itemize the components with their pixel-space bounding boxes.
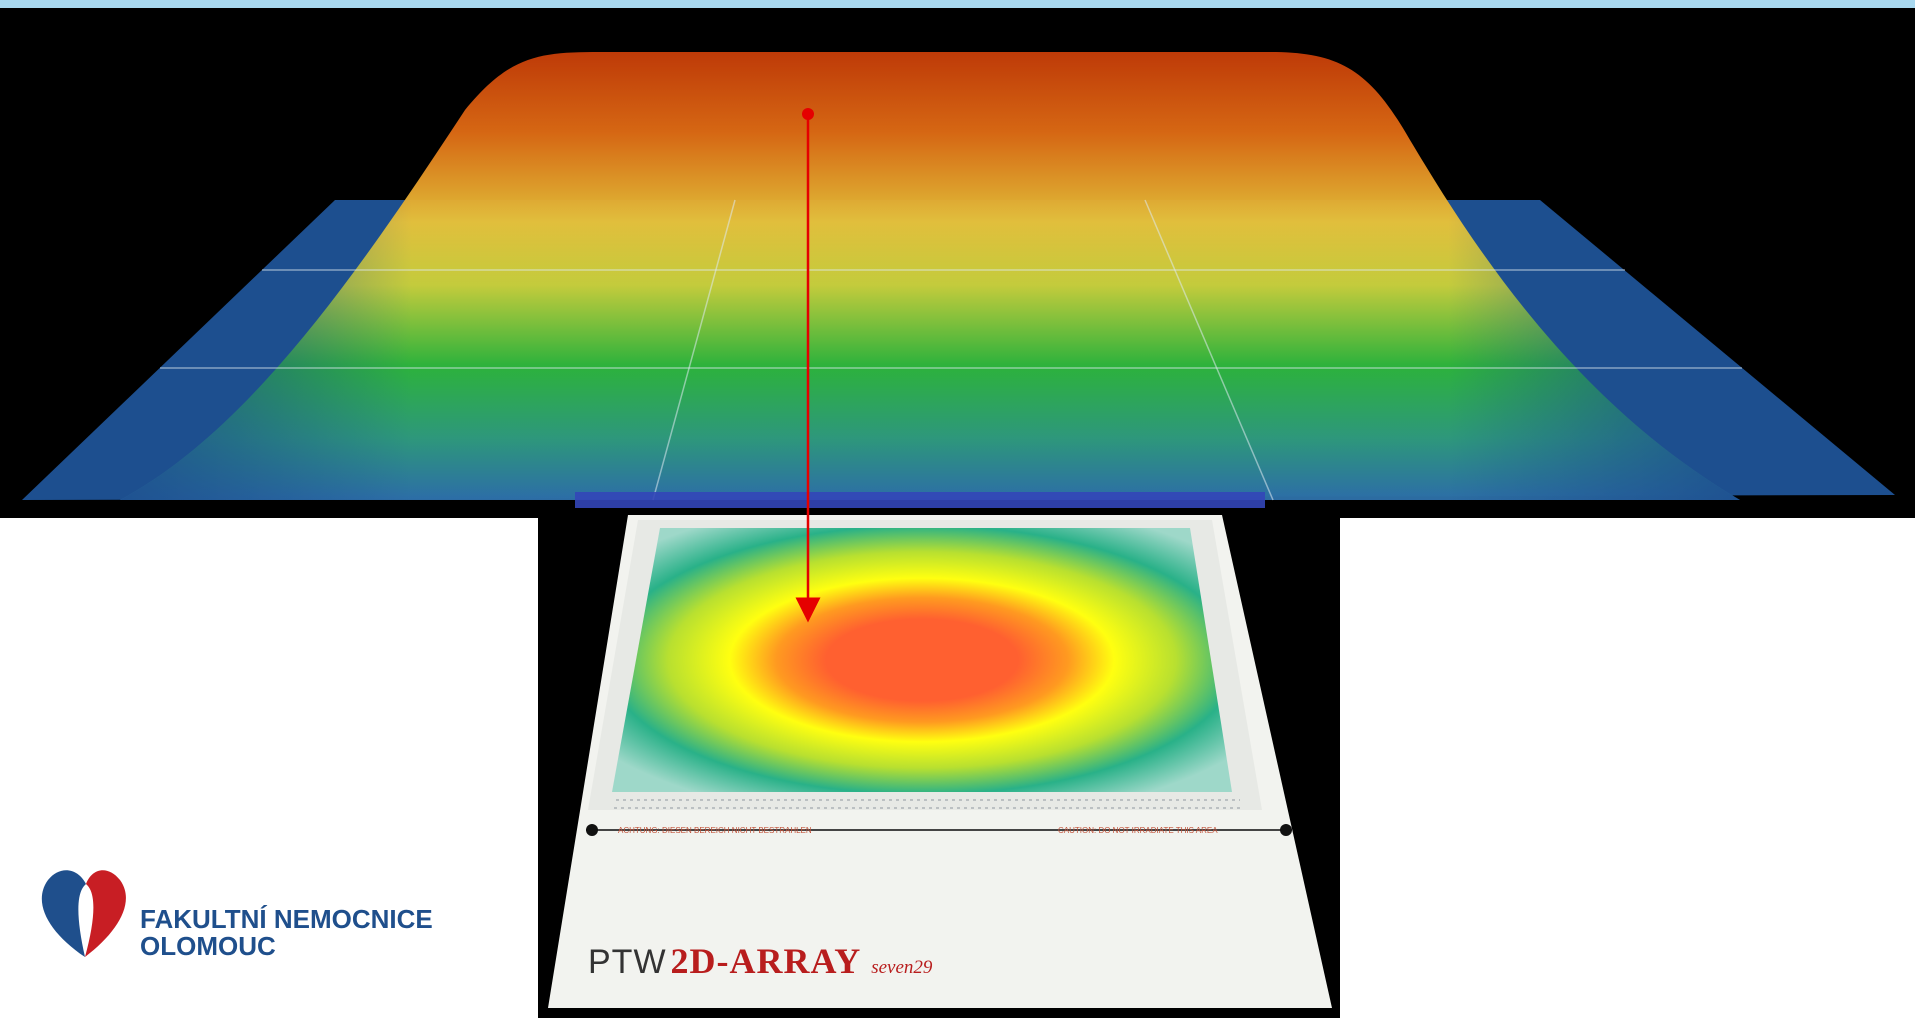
dose-field-map [612,528,1232,792]
plane-grid [160,199,1742,501]
hospital-logo-icon [41,870,126,957]
warning-de: ACHTUNG: DIESEN BEREICH NICHT BESTRAHLEN [618,826,812,835]
phantom-hole-right [1280,824,1292,836]
hospital-name-line2: OLOMOUC [140,931,276,961]
hospital-name-line1: FAKULTNÍ NEMOCNICE [140,904,433,934]
phantom-grid-marks [614,799,1244,809]
dose-surface-shading [120,52,1740,500]
detector-edge [575,492,1265,508]
device-submodel: seven29 [871,957,933,978]
hospital-name: FAKULTNÍ NEMOCNICE OLOMOUC [140,906,433,960]
device-model: 2D-ARRAY [670,941,862,981]
device-brand: PTW [588,943,667,981]
phantom-hole-left [586,824,598,836]
warning-en: CAUTION: DO NOT IRRADIATE THIS AREA [1058,826,1218,835]
device-label: PTW 2D-ARRAY seven29 [588,940,932,982]
top-accent-strip [0,0,1915,8]
